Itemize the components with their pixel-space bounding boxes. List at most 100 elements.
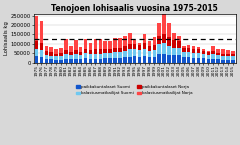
Bar [197,58,200,62]
Bar [216,55,220,59]
Bar [207,55,210,59]
Bar [35,16,38,41]
Bar [148,41,151,46]
Bar [74,54,78,59]
Bar [99,54,102,59]
Bar [187,52,191,57]
Bar [182,48,186,52]
Bar [167,46,171,55]
Bar [64,39,68,50]
Bar [94,39,97,49]
Bar [221,60,225,62]
Bar [226,56,230,60]
Bar [89,59,92,62]
Bar [221,56,225,60]
Bar [40,43,43,50]
Bar [79,47,83,52]
Bar [64,59,68,62]
Bar [108,58,112,62]
Bar [138,45,141,50]
Bar [207,52,210,55]
Bar [54,56,58,60]
Bar [128,33,132,44]
Bar [167,37,171,46]
Bar [216,59,220,62]
Y-axis label: Lohisaalis kg: Lohisaalis kg [4,21,9,55]
Bar [172,48,176,55]
Bar [49,59,53,62]
Bar [113,52,117,58]
Bar [45,46,48,51]
Bar [148,46,151,51]
Bar [89,43,92,50]
Bar [192,58,195,62]
Bar [113,58,117,62]
Bar [138,42,141,45]
Bar [182,46,186,48]
Bar [143,34,146,43]
Bar [118,38,122,48]
Bar [108,49,112,53]
Title: Tenojoen lohisaalis vuosina 1975-2015: Tenojoen lohisaalis vuosina 1975-2015 [51,4,218,13]
Bar [123,46,127,51]
Bar [103,41,107,49]
Bar [202,51,205,54]
Bar [197,47,200,49]
Bar [35,49,38,56]
Bar [211,46,215,51]
Bar [94,54,97,59]
Bar [103,49,107,53]
Bar [54,60,58,62]
Bar [118,52,122,58]
Bar [187,45,191,48]
Bar [187,57,191,62]
Bar [143,43,146,49]
Bar [231,56,235,60]
Bar [153,45,156,50]
Bar [84,53,87,58]
Bar [108,53,112,58]
Bar [182,57,186,62]
Bar [59,48,63,53]
Bar [202,49,205,51]
Bar [84,49,87,53]
Bar [143,49,146,56]
Bar [162,43,166,54]
Bar [226,54,230,56]
Bar [216,49,220,53]
Bar [143,56,146,62]
Bar [49,52,53,56]
Bar [113,48,117,52]
Bar [94,49,97,54]
Bar [123,57,127,62]
Bar [162,54,166,62]
Bar [123,51,127,57]
Bar [216,53,220,55]
Bar [211,59,215,62]
Bar [69,55,73,59]
Bar [177,36,181,41]
Legend: paikkakuntalaset Suomi, kalastusmatkailijat Suomi, paikkakuntalaset Norja, kalas: paikkakuntalaset Suomi, kalastusmatkaili… [76,85,193,95]
Bar [207,59,210,62]
Bar [79,52,83,55]
Bar [64,54,68,59]
Bar [54,54,58,56]
Bar [153,57,156,62]
Bar [128,49,132,57]
Bar [89,50,92,54]
Bar [167,23,171,37]
Bar [211,51,215,54]
Bar [69,59,73,62]
Bar [74,40,78,50]
Bar [231,60,235,62]
Bar [54,49,58,54]
Bar [45,55,48,59]
Bar [148,57,151,62]
Bar [153,37,156,45]
Bar [133,56,137,62]
Bar [221,49,225,54]
Bar [69,46,73,52]
Bar [231,54,235,56]
Bar [118,58,122,62]
Bar [138,57,141,62]
